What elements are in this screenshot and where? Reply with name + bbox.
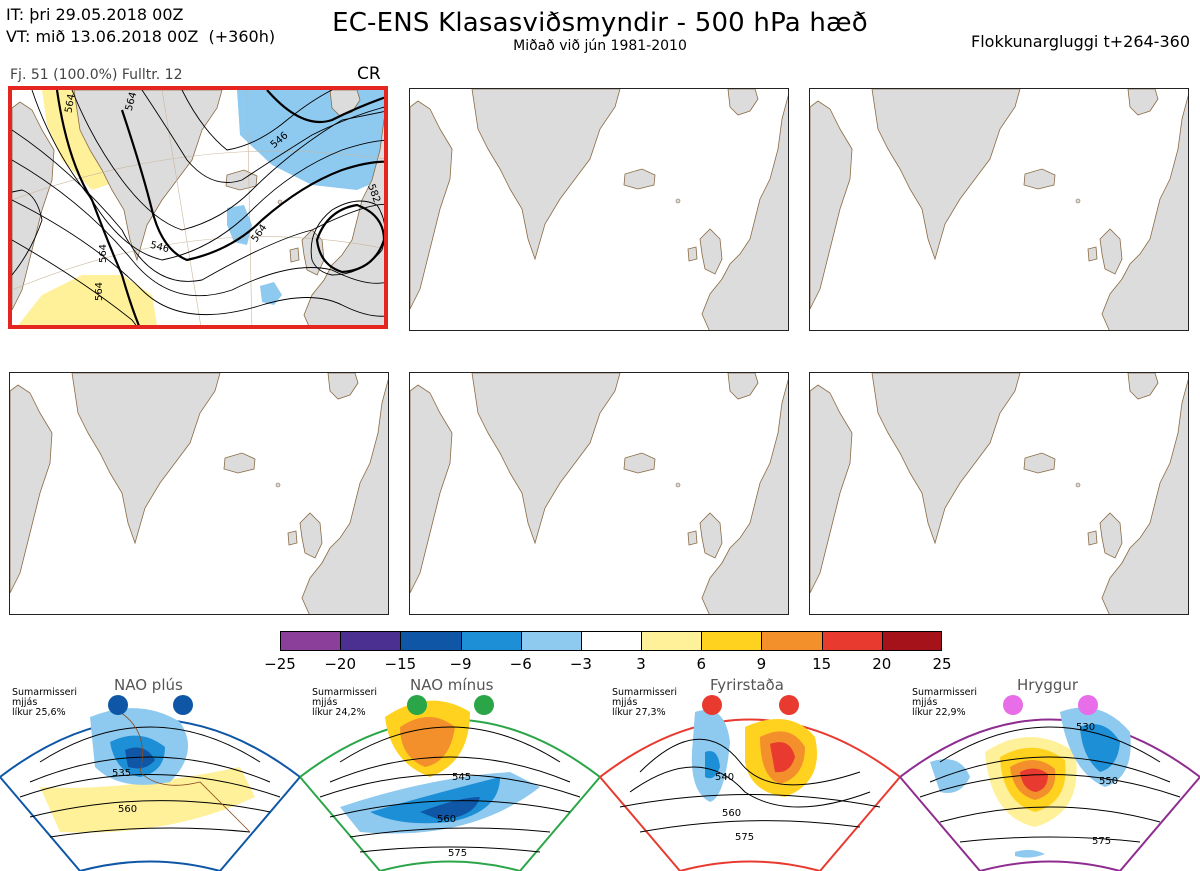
cluster-map-svg bbox=[12, 90, 384, 325]
contour-label: 535 bbox=[112, 768, 132, 779]
colorbar-cell bbox=[821, 631, 882, 651]
contour-label: 530 bbox=[1076, 722, 1096, 733]
colorbar-cell bbox=[400, 631, 461, 651]
colorbar-cell bbox=[761, 631, 822, 651]
regime-season: Sumarmisseri bbox=[312, 687, 378, 698]
regime-smoothing: mjjás bbox=[12, 697, 38, 708]
header-times: IT: þri 29.05.2018 00Z VT: mið 13.06.2018… bbox=[6, 4, 275, 48]
colorbar-tick-label: 15 bbox=[812, 655, 832, 673]
contour-label: 560 bbox=[722, 808, 742, 819]
colorbar-tick-label: −15 bbox=[384, 655, 417, 673]
regime-probability: líkur 22,9% bbox=[912, 707, 966, 718]
regime-note: Sumarmisseri mjjás líkur 24,2% bbox=[312, 688, 377, 718]
page-title: EC-ENS Klasasviðsmyndir - 500 hPa hæð bbox=[332, 8, 868, 38]
contour-label: 550 bbox=[1099, 776, 1119, 787]
negative-anomaly-north bbox=[237, 90, 384, 190]
colorbar-cell bbox=[460, 631, 521, 651]
colorbar-cell bbox=[580, 631, 642, 651]
colorbar-cell bbox=[520, 631, 581, 651]
regime-smoothing: mjjás bbox=[312, 697, 338, 708]
colorbar-tick-label: −25 bbox=[264, 655, 296, 673]
regime-season: Sumarmisseri bbox=[612, 687, 678, 698]
contour-label: 564 bbox=[94, 281, 106, 302]
colorbar-tick-label: 25 bbox=[932, 655, 952, 673]
cluster-regime-label: CR bbox=[357, 64, 381, 84]
regime-note: Sumarmisseri mjjás líkur 25,6% bbox=[12, 688, 77, 718]
colorbar-tick-label: 9 bbox=[756, 655, 767, 673]
cluster-window: Flokkunargluggi t+264-360 bbox=[971, 32, 1190, 51]
contour-label: 560 bbox=[118, 804, 138, 815]
colorbar-cell bbox=[280, 631, 341, 651]
colorbar-tick-label: 20 bbox=[872, 655, 892, 673]
empty-map-panel-4[interactable] bbox=[9, 372, 389, 615]
negative-anomaly-small-2 bbox=[260, 282, 282, 305]
colorbar bbox=[280, 631, 942, 651]
colorbar-tick-label: −20 bbox=[324, 655, 356, 673]
colorbar-cell bbox=[881, 631, 942, 651]
empty-map-panel-6[interactable] bbox=[809, 372, 1189, 615]
contour-label: 575 bbox=[735, 832, 755, 843]
colorbar-cell bbox=[340, 631, 401, 651]
regime-map-svg bbox=[0, 695, 300, 871]
colorbar-tick-label: −3 bbox=[569, 655, 592, 673]
map-svg bbox=[410, 373, 788, 614]
regime-note: Sumarmisseri mjjás líkur 22,9% bbox=[912, 688, 977, 718]
regime-hryggur[interactable]: Hryggur Sumarmisseri mjjás líkur 22,9% 5… bbox=[900, 672, 1200, 871]
valid-time: VT: mið 13.06.2018 00Z (+360h) bbox=[6, 27, 276, 46]
colorbar-cell bbox=[701, 631, 762, 651]
regime-season: Sumarmisseri bbox=[12, 687, 78, 698]
regime-map-svg bbox=[300, 695, 600, 871]
regime-name: Hryggur bbox=[1017, 676, 1079, 694]
regime-smoothing: mjjás bbox=[612, 697, 638, 708]
cluster-meta: Fj. 51 (100.0%) Fulltr. 12 bbox=[10, 67, 183, 83]
regime-name: NAO mínus bbox=[410, 676, 494, 694]
regime-note: Sumarmisseri mjjás líkur 27,3% bbox=[612, 688, 677, 718]
regime-probability: líkur 27,3% bbox=[612, 707, 666, 718]
empty-map-panel-3[interactable] bbox=[809, 88, 1189, 331]
regime-map-svg bbox=[900, 695, 1200, 871]
contour-label: 564 bbox=[98, 243, 110, 264]
regime-fyrirstada[interactable]: Fyrirstaða Sumarmisseri mjjás líkur 27,3… bbox=[600, 672, 900, 871]
regime-map-svg bbox=[600, 695, 900, 871]
init-time: IT: þri 29.05.2018 00Z bbox=[6, 5, 184, 24]
cluster-map-cr[interactable]: 564 564 546 546 564 582 564 564 bbox=[8, 86, 388, 329]
colorbar-tick-label: −9 bbox=[449, 655, 472, 673]
regime-nao-minus[interactable]: NAO mínus Sumarmisseri mjjás líkur 24,2%… bbox=[300, 672, 600, 871]
contour-label: 575 bbox=[448, 848, 468, 859]
contour-label: 575 bbox=[1092, 836, 1112, 847]
regime-probability: líkur 24,2% bbox=[312, 707, 366, 718]
page-subtitle: Miðað við jún 1981-2010 bbox=[513, 38, 687, 54]
empty-map-panel-2[interactable] bbox=[409, 88, 789, 331]
contour-label: 540 bbox=[715, 772, 735, 783]
map-svg bbox=[810, 89, 1188, 330]
regime-nao-plus[interactable]: NAO plús Sumarmisseri mjjás líkur 25,6% … bbox=[0, 672, 300, 871]
regime-probability: líkur 25,6% bbox=[12, 707, 66, 718]
map-svg bbox=[810, 373, 1188, 614]
empty-map-panel-5[interactable] bbox=[409, 372, 789, 615]
colorbar-tick-label: 3 bbox=[636, 655, 646, 673]
contour-label: 560 bbox=[437, 814, 457, 825]
colorbar-cell bbox=[641, 631, 702, 651]
contour-label: 545 bbox=[452, 772, 472, 783]
regime-season: Sumarmisseri bbox=[912, 687, 978, 698]
map-svg bbox=[410, 89, 788, 330]
regime-name: NAO plús bbox=[114, 676, 183, 694]
regime-smoothing: mjjás bbox=[912, 697, 938, 708]
map-svg bbox=[10, 373, 388, 614]
regime-name: Fyrirstaða bbox=[710, 676, 784, 694]
colorbar-tick-label: 6 bbox=[696, 655, 707, 673]
colorbar-tick-label: −6 bbox=[509, 655, 532, 673]
